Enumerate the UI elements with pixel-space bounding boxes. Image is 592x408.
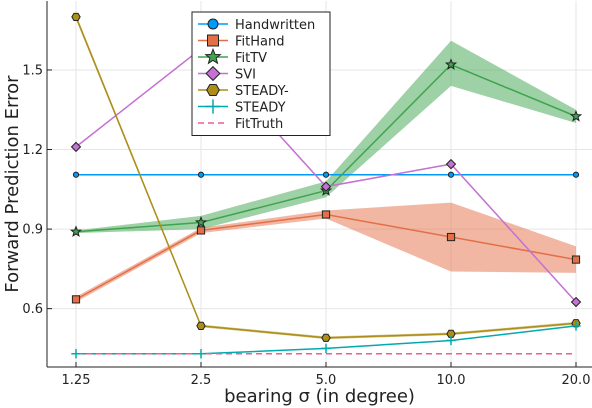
point-svi-0 [70, 141, 82, 153]
point-steady-3 [446, 335, 456, 346]
point-steady-1 [196, 321, 206, 330]
legend-marker-steady [205, 99, 221, 114]
y-axis-label: Forward Prediction Error [2, 75, 23, 293]
legend-label-steady: STEADY- [235, 84, 289, 99]
point-svi-2 [320, 181, 332, 192]
band-fittv [76, 40, 576, 234]
point-steady-2 [321, 333, 331, 342]
x-tick-label: 1.25 [62, 373, 91, 388]
point-handwritten-1 [197, 171, 205, 178]
point-steady-4 [571, 321, 581, 331]
point-handwritten-4 [572, 171, 580, 178]
point-handwritten-2 [322, 171, 330, 178]
point-fittv-0 [69, 225, 83, 237]
legend-label-svi: SVI [235, 68, 256, 83]
legend-marker-steady [206, 84, 220, 96]
y-tick-label: 1.5 [22, 63, 43, 78]
x-tick-label: 2.5 [191, 373, 212, 388]
y-tick-label: 1.2 [22, 143, 43, 158]
confidence-bands [76, 14, 576, 340]
legend-label-fittruth: FitTruth [235, 117, 283, 132]
x-tick-label: 10.0 [437, 373, 466, 388]
legend-marker-fithand [207, 34, 219, 47]
point-fithand-3 [446, 232, 456, 242]
point-steady-1 [196, 349, 206, 359]
point-handwritten-3 [447, 171, 455, 178]
x-tick-label: 5.0 [316, 373, 337, 388]
y-tick-label: 0.6 [22, 302, 43, 317]
y-tick-label: 0.9 [22, 223, 43, 238]
point-fithand-2 [321, 210, 331, 219]
legend-label-fithand: FitHand [235, 35, 284, 50]
point-steady-3 [446, 329, 456, 338]
legend-label-steady: STEADY [235, 101, 286, 116]
point-fithand-1 [196, 226, 206, 235]
point-fittv-3 [444, 58, 458, 70]
x-tick-label: 20.0 [562, 373, 591, 388]
x-axis-label: bearing σ (in degree) [224, 386, 415, 407]
point-svi-3 [445, 158, 457, 170]
point-fittv-4 [569, 109, 583, 122]
point-handwritten-0 [72, 171, 80, 178]
point-steady-2 [321, 343, 331, 354]
band-fithand [76, 202, 576, 303]
legend-marker-fittv [204, 47, 222, 65]
point-fittv-1 [194, 216, 208, 228]
legend-label-handwritten: Handwritten [235, 18, 315, 33]
point-fithand-0 [71, 295, 81, 304]
legend-label-fittv: FitTV [235, 51, 267, 66]
point-steady-0 [71, 12, 81, 21]
point-steady-0 [71, 349, 81, 359]
legend-marker-handwritten [207, 18, 219, 30]
point-svi-4 [570, 296, 582, 308]
point-fithand-4 [571, 255, 581, 264]
legend-marker-svi [205, 65, 221, 82]
axes: 1.25 2.5 5.0 10.0 20.0 0.6 0.9 1.2 1.5 [22, 1, 592, 388]
